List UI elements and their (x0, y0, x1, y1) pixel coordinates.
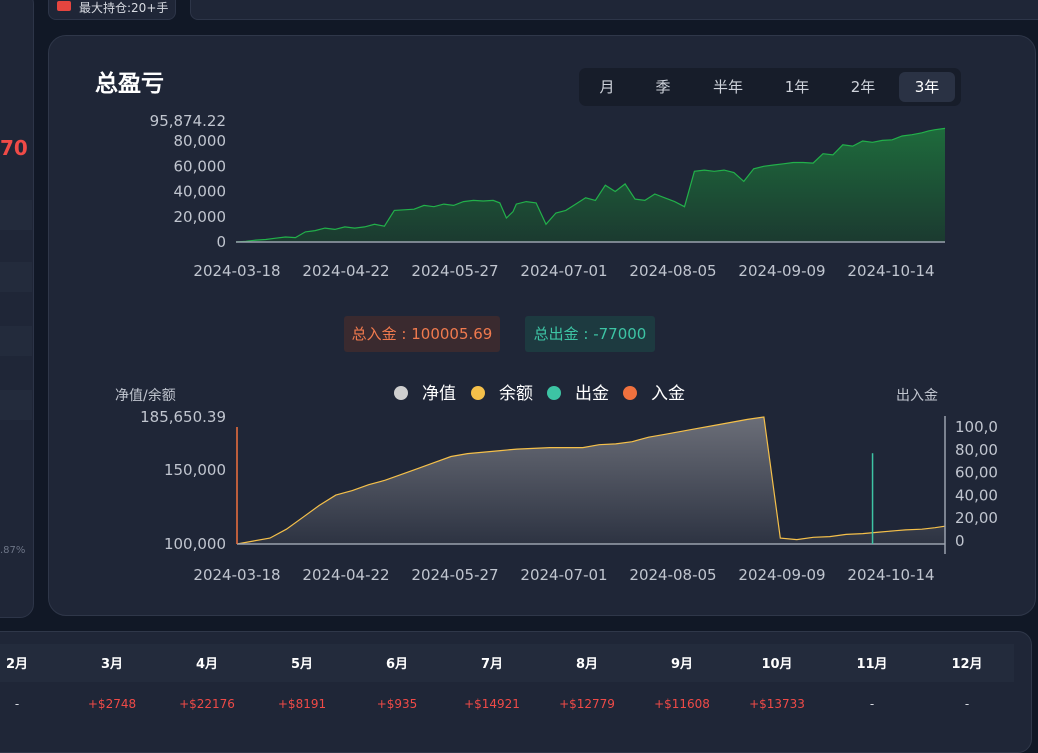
left-axis-title: 净值/余额 (115, 388, 176, 404)
y-tick-label: 20,000 (174, 208, 227, 226)
net-value-area (237, 417, 945, 544)
legend-label: 出金 (575, 384, 609, 404)
x-tick-label: 2024-04-22 (302, 566, 389, 584)
month-header: 8月 (575, 657, 599, 672)
total-pnl-card: 总盈亏 月 季 半年 1年 2年 3年 0 20,000 40,000 60,000 8… (48, 35, 1036, 616)
left-stat-value: 70 (0, 136, 28, 160)
equity-balance-chart: 100,000 150,000 185,650.39 0 20,000 40,000 60,… (140, 408, 998, 584)
total-withdrawal-box: 总出金 : -77000 (525, 316, 655, 352)
left-row (0, 262, 32, 292)
month-header: 12月 (951, 657, 983, 672)
pnl-area-chart: 0 20,000 40,000 60,000 80,000 95,874.22 2024-0… (150, 112, 946, 280)
tab-month[interactable]: 月 (599, 78, 615, 96)
tab-1-year[interactable]: 1年 (784, 78, 810, 96)
left-row (0, 390, 32, 420)
month-header: 6月 (385, 657, 409, 672)
tab-3-year[interactable]: 3年 (899, 72, 955, 102)
legend-label: 余额 (499, 384, 533, 404)
x-tick-label: 2024-10-14 (847, 566, 934, 584)
legend-dot-icon (471, 386, 485, 400)
right-y-tick-label: 60,000 (955, 464, 998, 482)
y-tick-label: 95,874.22 (150, 112, 226, 130)
month-header: 3月 (100, 657, 124, 672)
left-y-tick-label: 185,650.39 (140, 408, 226, 426)
right-axis-title: 出入金 (896, 388, 938, 404)
month-header: 9月 (670, 657, 694, 672)
month-value: - (14, 697, 20, 711)
left-y-tick-label: 100,000 (164, 535, 226, 553)
x-tick-label: 2024-10-14 (847, 262, 934, 280)
month-value: - (964, 697, 970, 711)
legend-dot-icon (623, 386, 637, 400)
month-value: +$12779 (559, 697, 615, 711)
y-tick-label: 0 (216, 233, 226, 251)
y-tick-label: 40,000 (174, 183, 227, 201)
month-header: 7月 (480, 657, 504, 672)
x-tick-label: 2024-03-18 (193, 566, 280, 584)
x-tick-label: 2024-03-18 (193, 262, 280, 280)
month-header: 11月 (856, 657, 888, 672)
total-deposit-box: 总入金 : 100005.69 (344, 316, 500, 352)
card-title: 总盈亏 (95, 71, 164, 97)
legend-item-withdrawal[interactable]: 出金 (547, 379, 609, 404)
right-y-tick-label: 20,000 (955, 509, 998, 527)
left-row (0, 326, 32, 356)
month-value: +$935 (376, 697, 418, 711)
legend-label: 入金 (651, 384, 685, 404)
left-stats-panel (0, 0, 34, 618)
max-position-badge: 最大持仓:20+手 (48, 0, 176, 20)
legend-label: 净值 (422, 384, 456, 404)
month-value: +$22176 (179, 697, 235, 711)
tab-quarter[interactable]: 季 (655, 78, 671, 96)
tag-icon (57, 1, 71, 11)
x-tick-label: 2024-08-05 (629, 566, 716, 584)
right-y-tick-label: 100,000 (955, 418, 998, 436)
left-y-tick-label: 150,000 (164, 461, 226, 479)
month-header: 2月 (5, 657, 29, 672)
x-tick-label: 2024-07-01 (520, 262, 607, 280)
legend-item-net-value[interactable]: 净值 (394, 379, 456, 404)
x-tick-label: 2024-05-27 (411, 566, 498, 584)
month-header: 10月 (761, 657, 793, 672)
period-tab-group: 月 季 半年 1年 2年 3年 (579, 68, 961, 106)
x-tick-label: 2024-09-09 (738, 566, 825, 584)
right-y-tick-label: 40,000 (955, 486, 998, 504)
tab-half-year[interactable]: 半年 (712, 78, 743, 96)
x-tick-label: 2024-07-01 (520, 566, 607, 584)
legend-dot-icon (547, 386, 561, 400)
max-position-label: 最大持仓:20+手 (79, 1, 169, 15)
month-value: - (869, 697, 875, 711)
right-y-tick-label: 0 (955, 532, 965, 550)
y-tick-label: 80,000 (174, 132, 227, 150)
month-header: 5月 (290, 657, 314, 672)
legend-item-deposit[interactable]: 入金 (623, 379, 685, 404)
month-value: +$2748 (87, 697, 137, 711)
pnl-line (235, 127, 946, 243)
month-header-row (0, 644, 1014, 682)
balance-line (236, 416, 946, 545)
top-info-box (190, 0, 1038, 20)
x-tick-label: 2024-08-05 (629, 262, 716, 280)
left-stat-percent: .87% (0, 545, 26, 556)
y-tick-label: 60,000 (174, 157, 227, 175)
month-value: +$11608 (654, 697, 710, 711)
pnl-area (236, 128, 945, 242)
legend-item-balance[interactable]: 余额 (471, 379, 533, 404)
x-tick-label: 2024-05-27 (411, 262, 498, 280)
legend-dot-icon (394, 386, 408, 400)
tab-2-year[interactable]: 2年 (850, 78, 876, 96)
month-header: 4月 (195, 657, 219, 672)
x-tick-label: 2024-09-09 (738, 262, 825, 280)
right-y-tick-label: 80,000 (955, 441, 998, 459)
month-value: +$14921 (464, 697, 520, 711)
month-value: +$13733 (749, 697, 805, 711)
month-value: +$8191 (277, 697, 327, 711)
x-tick-label: 2024-04-22 (302, 262, 389, 280)
left-row (0, 200, 32, 230)
